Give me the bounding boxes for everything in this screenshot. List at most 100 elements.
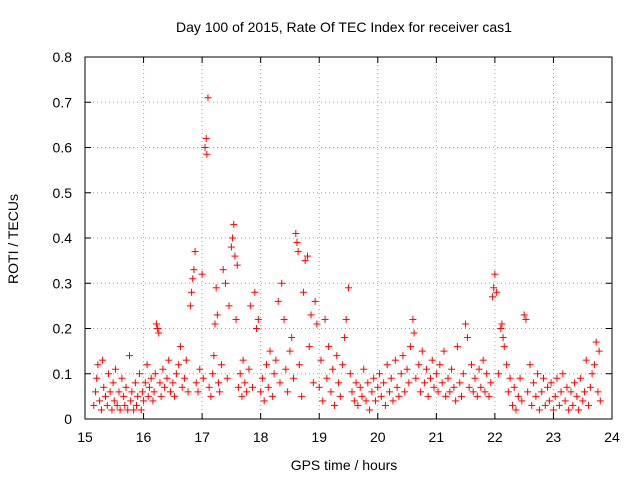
data-point — [336, 392, 344, 400]
data-point — [143, 361, 151, 369]
data-point — [551, 392, 559, 400]
data-point — [491, 270, 499, 278]
data-point — [453, 343, 461, 351]
data-point — [407, 343, 415, 351]
data-point — [191, 248, 199, 256]
data-point — [481, 388, 489, 396]
data-point — [284, 388, 292, 396]
data-point — [231, 252, 239, 260]
data-point — [268, 392, 276, 400]
data-point — [490, 284, 498, 292]
data-point — [586, 383, 594, 391]
data-point — [124, 406, 132, 414]
data-point — [506, 374, 514, 382]
x-tick-label: 16 — [136, 429, 152, 445]
data-point — [371, 397, 379, 405]
data-point — [120, 392, 128, 400]
data-point — [251, 288, 259, 296]
data-point — [498, 320, 506, 328]
data-point — [311, 297, 319, 305]
data-point — [446, 388, 454, 396]
data-point — [333, 352, 341, 360]
data-point — [479, 356, 487, 364]
y-tick-label: 0.6 — [53, 140, 73, 156]
data-point — [198, 270, 206, 278]
data-point — [575, 406, 583, 414]
data-point — [485, 392, 493, 400]
data-point — [409, 315, 417, 323]
data-point — [483, 370, 491, 378]
data-point — [189, 275, 197, 283]
data-point — [211, 320, 219, 328]
data-point — [567, 388, 575, 396]
data-point — [181, 374, 189, 382]
data-points — [90, 94, 604, 414]
data-point — [380, 379, 388, 387]
data-point — [186, 302, 194, 310]
data-point — [176, 343, 184, 351]
data-point — [544, 383, 552, 391]
data-point — [97, 406, 105, 414]
data-point — [520, 311, 528, 319]
data-point — [230, 220, 238, 228]
data-point — [229, 234, 237, 242]
data-point — [340, 334, 348, 342]
data-point — [213, 311, 221, 319]
data-point — [549, 406, 557, 414]
data-point — [239, 356, 247, 364]
data-point — [294, 248, 302, 256]
data-point — [391, 356, 399, 364]
data-point — [217, 361, 225, 369]
data-point — [133, 401, 141, 409]
data-point — [559, 370, 567, 378]
data-point — [366, 406, 374, 414]
data-point — [106, 388, 114, 396]
data-point — [155, 329, 163, 337]
data-point — [436, 361, 444, 369]
data-point — [563, 383, 571, 391]
data-point — [389, 397, 397, 405]
data-point — [442, 392, 450, 400]
data-point — [116, 406, 124, 414]
data-point — [557, 388, 565, 396]
data-point — [329, 365, 337, 373]
data-point — [307, 311, 315, 319]
data-point — [448, 365, 456, 373]
data-point — [203, 150, 211, 158]
data-point — [156, 379, 164, 387]
y-tick-label: 0 — [64, 411, 72, 427]
data-point — [356, 383, 364, 391]
data-point — [108, 406, 116, 414]
data-point — [319, 397, 327, 405]
data-point — [500, 343, 508, 351]
data-point — [192, 379, 200, 387]
data-point — [459, 370, 467, 378]
data-point — [452, 397, 460, 405]
data-point — [172, 370, 180, 378]
data-point — [137, 406, 145, 414]
data-point — [96, 397, 104, 405]
data-point — [330, 401, 338, 409]
data-point — [104, 370, 112, 378]
data-point — [289, 374, 297, 382]
data-point — [590, 361, 598, 369]
data-point — [463, 334, 471, 342]
data-point — [508, 401, 516, 409]
data-point — [534, 370, 542, 378]
data-point — [497, 325, 505, 332]
data-point — [403, 365, 411, 373]
y-tick-label: 0.2 — [53, 321, 73, 337]
data-point — [194, 388, 202, 396]
data-point — [145, 383, 153, 391]
y-axis-ticks: 0 0.1 0.2 0.3 0.4 0.5 0.6 0.7 0.8 — [53, 49, 612, 427]
data-point — [323, 374, 331, 382]
x-tick-label: 15 — [77, 429, 93, 445]
data-point — [138, 388, 146, 396]
data-point — [499, 334, 507, 342]
data-point — [222, 279, 230, 287]
data-point — [503, 361, 511, 369]
data-point — [494, 370, 502, 378]
data-point — [313, 320, 321, 328]
data-point — [121, 401, 129, 409]
data-point — [383, 361, 391, 369]
